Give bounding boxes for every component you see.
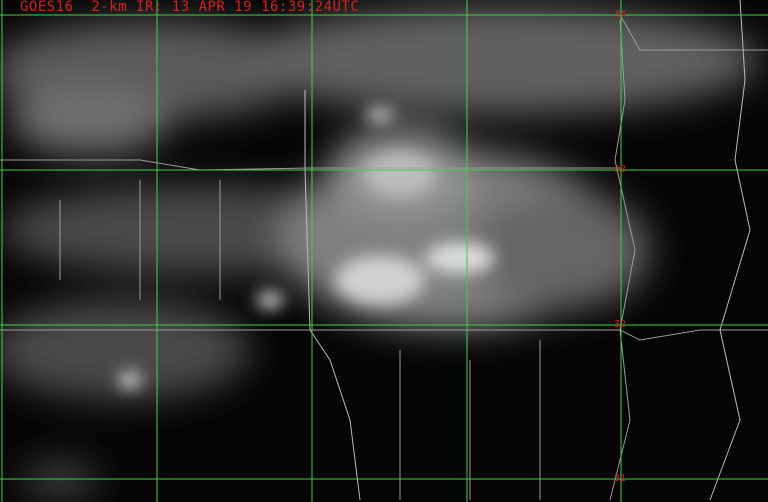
latitude-label-34: 34 — [614, 9, 627, 20]
border-line — [0, 329, 768, 341]
latitude-label-32: 32 — [614, 319, 627, 330]
border-line — [609, 19, 636, 501]
county-line — [59, 180, 541, 500]
image-title: GOES16 2-km IR: 13 APR 19 16:39:24UTC — [20, 0, 360, 15]
border-line — [304, 90, 361, 501]
river-line — [709, 0, 751, 501]
latitude-label-31: 31 — [614, 473, 627, 484]
latitude-label-33: 33 — [614, 164, 627, 175]
